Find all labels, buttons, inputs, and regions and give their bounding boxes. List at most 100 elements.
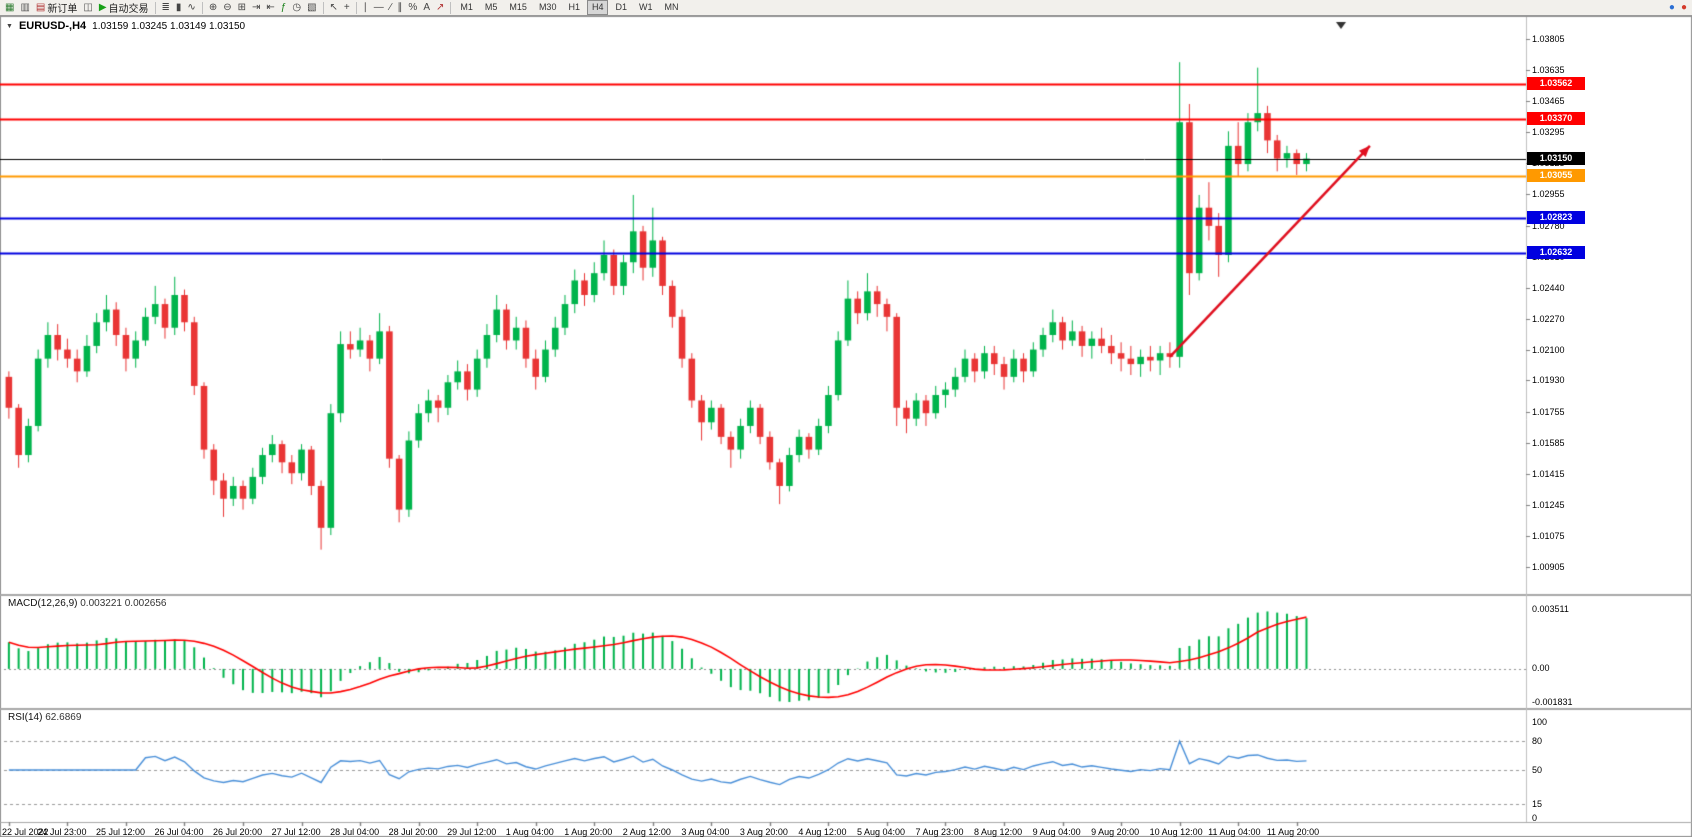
timeframe-d1-button[interactable]: D1: [615, 2, 627, 12]
timeframe-h4-button[interactable]: H4: [586, 0, 609, 15]
price-chart-canvas[interactable]: [0, 16, 1692, 837]
tile-windows-button[interactable]: ⊞: [235, 1, 249, 15]
new-order-icon: ▤: [35, 1, 46, 13]
rsi-axis-label: 15: [1532, 798, 1543, 809]
chart-shift-button[interactable]: ⇤: [263, 1, 277, 15]
ohlc-values: 1.03159 1.03245 1.03149 1.03150: [92, 20, 246, 32]
macd-indicator-label: MACD(12,26,9) 0.003221 0.002656: [8, 598, 166, 609]
tile-windows-icon: ⊞: [237, 1, 246, 13]
price-badge: 1.03055: [1527, 168, 1585, 182]
symbol-period-label: EURUSD-,H4: [18, 20, 87, 32]
text-button[interactable]: A: [420, 1, 433, 15]
community-icon[interactable]: ●: [1668, 2, 1675, 13]
price-tick-label: 1.03635: [1532, 65, 1565, 76]
candlestick-mode-button[interactable]: ▮: [173, 1, 185, 15]
time-axis-label: 8 Aug 12:00: [974, 827, 1023, 837]
crosshair-button[interactable]: +: [341, 1, 353, 15]
vertical-line-icon: ∣: [362, 1, 368, 13]
price-tick-label: 1.03805: [1532, 34, 1565, 45]
timeframe-m30-button[interactable]: M30: [538, 2, 557, 12]
indicators-icon: ƒ: [280, 1, 287, 13]
zoom-in-button[interactable]: ⊕: [206, 1, 220, 15]
timeframe-w1-button[interactable]: W1: [639, 2, 653, 12]
time-axis-label: 24 Jul 23:00: [37, 827, 87, 837]
auto-scroll-icon: ⇥: [251, 1, 261, 13]
templates-button[interactable]: ▧: [304, 1, 319, 15]
toolbar-separator: [450, 1, 452, 14]
fibonacci-icon: %: [408, 1, 418, 13]
time-axis-label: 3 Aug 20:00: [739, 827, 788, 837]
time-axis-label: 11 Aug 04:00: [1208, 827, 1261, 837]
auto-scroll-button[interactable]: ⇥: [249, 1, 263, 15]
horizontal-line-icon: ―: [373, 1, 384, 13]
arrows-icon: ↗: [436, 1, 445, 13]
price-tick-label: 1.01585: [1532, 438, 1565, 449]
arrows-button[interactable]: ↗: [433, 1, 447, 15]
toolbar: ▦ ▥ ▤ 新订单 ◫ ▶ 自动交易 ≣ ▮ ∿ ⊕ ⊖ ⊞ ⇥ ⇤ ƒ ◷ ▧ ↖ + ∣ ― ∕ ∥% A ↗ M1 M5 M15…: [0, 0, 1692, 16]
bar-chart-mode-icon: ≣: [161, 1, 170, 13]
autotrading-button[interactable]: ▶ 自动交易: [96, 1, 152, 16]
timeframe-mn-button[interactable]: MN: [664, 2, 679, 12]
macd-values: 0.003221 0.002656: [80, 598, 167, 609]
price-tick-label: 1.02100: [1532, 344, 1565, 355]
zoom-out-icon: ⊖: [223, 1, 232, 13]
price-tick-label: 1.03465: [1532, 96, 1565, 107]
price-tick-label: 1.02440: [1532, 282, 1565, 293]
time-axis-label: 28 Jul 04:00: [330, 827, 380, 837]
toolbar-separator: [201, 1, 203, 14]
charts-window-icon: ▦: [5, 1, 15, 13]
line-chart-mode-button[interactable]: ∿: [184, 1, 198, 15]
rsi-indicator-label: RSI(14) 62.6869: [8, 712, 81, 723]
price-tick-label: 1.01075: [1532, 530, 1565, 541]
price-tick-label: 1.02955: [1532, 189, 1565, 200]
toolbar-separator: [154, 1, 156, 14]
timeframe-h1-button[interactable]: H1: [568, 2, 580, 12]
zoom-in-icon: ⊕: [208, 1, 218, 13]
chart-area[interactable]: ▼ EURUSD-,H4 1.03159 1.03245 1.03149 1.0…: [0, 16, 1692, 837]
autotrading-button-label: 自动交易: [108, 4, 149, 15]
profiles-icon: ▥: [20, 1, 30, 13]
zoom-out-button[interactable]: ⊖: [220, 1, 234, 15]
rsi-axis-label: 80: [1532, 736, 1543, 747]
price-tick-label: 1.01415: [1532, 469, 1565, 480]
terminal-button[interactable]: ◫: [80, 1, 95, 15]
crosshair-icon: +: [343, 1, 350, 13]
timeframe-m5-button[interactable]: M5: [484, 2, 498, 12]
price-badge: 1.02632: [1527, 245, 1585, 259]
toolbar-right-icons: ● ●: [1666, 0, 1690, 16]
price-tick-label: 1.01245: [1532, 500, 1565, 511]
collapse-triangle-icon[interactable]: ▼: [6, 22, 13, 30]
price-badge: 1.03150: [1527, 151, 1585, 165]
time-axis-label: 2 Aug 12:00: [622, 827, 671, 837]
channel-button[interactable]: ∥: [394, 1, 405, 15]
time-axis-label: 29 Jul 12:00: [447, 827, 497, 837]
timeframe-m15-button[interactable]: M15: [509, 2, 527, 12]
bar-chart-mode-button[interactable]: ≣: [159, 1, 173, 15]
indicators-button[interactable]: ƒ: [278, 1, 290, 15]
profiles-button[interactable]: ▥: [17, 1, 32, 15]
chart-title: ▼ EURUSD-,H4 1.03159 1.03245 1.03149 1.0…: [6, 20, 245, 32]
time-axis-label: 26 Jul 20:00: [213, 827, 263, 837]
time-axis-label: 4 Aug 12:00: [798, 827, 847, 837]
fibonacci-button[interactable]: %: [405, 1, 420, 15]
vertical-line-button[interactable]: ∣: [360, 1, 371, 15]
templates-icon: ▧: [307, 1, 317, 13]
cursor-icon: ↖: [329, 1, 338, 13]
new-order-button[interactable]: ▤ 新订单: [33, 1, 80, 16]
time-axis-label: 1 Aug 04:00: [505, 827, 554, 837]
price-tick-label: 1.02270: [1532, 313, 1565, 324]
timeframe-m1-button[interactable]: M1: [460, 2, 473, 12]
time-axis-label: 26 Jul 04:00: [154, 827, 204, 837]
metaquotes-icon[interactable]: ●: [1680, 2, 1687, 13]
periods-button[interactable]: ◷: [289, 1, 304, 15]
toolbar-separator: [322, 1, 324, 14]
channel-icon: ∥: [397, 1, 403, 13]
horizontal-line-button[interactable]: ―: [371, 1, 387, 15]
new-order-button-label: 新订单: [47, 4, 78, 15]
price-tick-label: 1.02780: [1532, 220, 1565, 231]
cursor-button[interactable]: ↖: [327, 1, 341, 15]
time-axis-label: 7 Aug 23:00: [915, 827, 964, 837]
charts-window-button[interactable]: ▦: [2, 1, 17, 15]
trendline-button[interactable]: ∕: [387, 1, 395, 15]
